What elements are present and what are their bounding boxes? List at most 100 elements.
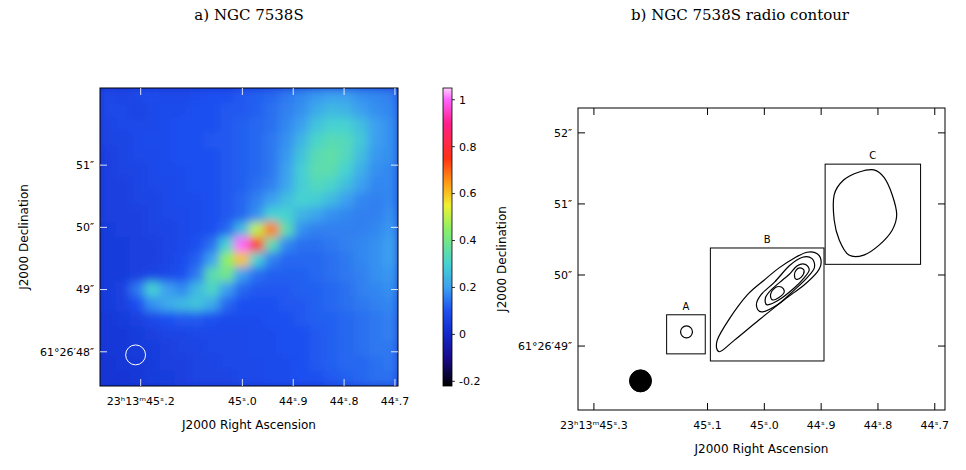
image-cell [279,237,295,253]
image-cell [204,207,220,223]
image-cell [294,88,310,104]
image-cell [130,163,146,179]
image-cell [204,312,220,328]
image-cell [368,148,384,164]
image-cell [145,237,161,253]
image-cell [279,282,295,298]
image-cell [249,237,265,253]
image-cell [130,177,146,193]
image-cell [234,297,250,313]
image-cell [204,356,220,372]
image-cell [383,312,398,328]
image-cell [249,326,265,342]
image-cell [338,326,354,342]
image-cell [130,267,146,283]
y-tick-label: 51″ [554,198,572,211]
image-cell [353,133,369,149]
image-cell [100,118,116,134]
image-cell [368,133,384,149]
image-cell [115,177,130,193]
image-cell [368,192,384,208]
region-box [825,164,920,264]
image-cell [324,88,340,104]
image-cell [324,237,340,253]
image-cell [160,192,176,208]
image-cell [160,326,176,342]
image-cell [204,252,220,268]
image-cell [264,103,280,119]
image-cell [100,356,116,372]
image-cell [338,222,354,238]
image-cell [189,371,205,386]
image-cell [175,312,191,328]
beam [629,370,651,392]
image-cell [309,297,325,313]
image-cell [249,371,265,386]
image-cell [175,267,191,283]
image-cell [204,237,220,253]
image-cell [294,312,310,328]
image-cell [264,312,280,328]
image-cell [294,356,310,372]
image-cell [309,252,325,268]
image-cell [309,326,325,342]
colorbar-tick [452,287,455,288]
image-cell [383,252,398,268]
image-cell [324,222,340,238]
image-cell [368,252,384,268]
x-tick-label: 44ˢ.8 [864,419,893,432]
image-cell [294,222,310,238]
image-cell [219,133,235,149]
image-cell [234,133,250,149]
y-tick [391,351,398,352]
contour [833,170,896,257]
image-cell [383,148,398,164]
image-cell [175,282,191,298]
x-tick-label: 44ˢ.9 [279,395,308,408]
image-cell [175,207,191,223]
image-cell [175,297,191,313]
region-label: B [764,234,771,245]
image-cell [189,252,205,268]
image-cell [279,88,295,104]
image-cell [160,222,176,238]
image-cell [234,148,250,164]
image-cell [338,192,354,208]
x-tick [877,108,878,115]
image-cell [130,103,146,119]
image-cell [175,133,191,149]
image-cell [189,163,205,179]
image-cell [175,326,191,342]
colorbar-tick [452,334,455,335]
colorbar-label: 0.4 [459,234,477,247]
image-cell [249,222,265,238]
image-cell [279,222,295,238]
image-cell [264,326,280,342]
image-cell [130,312,146,328]
image-cell [145,103,161,119]
image-cell [115,118,130,134]
image-cell [249,356,265,372]
image-cell [294,163,310,179]
image-cell [145,118,161,134]
y-tick [938,274,945,275]
y-tick [938,132,945,133]
image-cell [368,297,384,313]
panel-heatmap: a) NGC 7538S10.80.60.40.20-0.223ʰ13ᵐ45ˢ.… [17,6,481,432]
image-cell [324,192,340,208]
image-cell [309,133,325,149]
image-cell [145,252,161,268]
image-cell [324,163,340,179]
image-cell [145,207,161,223]
image-cell [219,312,235,328]
image-cell [204,88,220,104]
plot-area [629,164,920,392]
image-cell [115,282,130,298]
image-cell [219,282,235,298]
image-cell [100,88,116,104]
image-cell [324,252,340,268]
image-cell [219,148,235,164]
image-cell [383,356,398,372]
image-ground [100,88,398,386]
region-label: A [683,301,690,312]
